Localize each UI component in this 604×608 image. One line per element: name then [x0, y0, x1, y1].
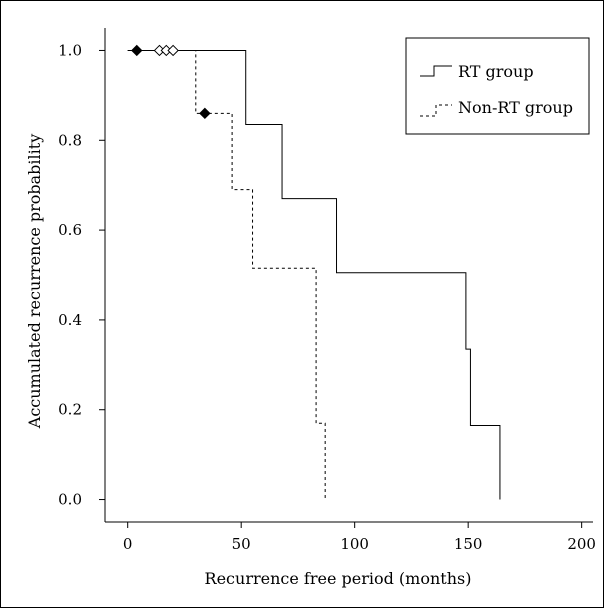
censor-marker-rt-group-0 [131, 44, 143, 57]
x-tick-label-0: 0 [123, 535, 133, 553]
y-tick-label-1: 1.0 [58, 41, 82, 59]
y-axis-title: Accumulated recurrence probability [25, 134, 44, 429]
legend-symbol-non-rt-group [420, 104, 452, 117]
legend-box [405, 37, 590, 135]
censor-marker-non-rt-group-2 [167, 44, 179, 57]
plot-area [127, 44, 501, 500]
x-tick-label-100: 100 [340, 535, 369, 553]
y-tick-label-0-6: 0.6 [58, 221, 82, 239]
legend-label-rt-group: RT group [458, 62, 534, 81]
x-tick-label-200: 200 [567, 535, 596, 553]
censor-marker-non-rt-group-3 [199, 107, 211, 120]
series-line-rt-group [127, 49, 501, 500]
x-tick-label-50: 50 [232, 535, 251, 553]
y-tick-label-0-4: 0.4 [58, 311, 82, 329]
ticks: 0 50 100 150 200 0.0 0.2 0.4 0.6 0.8 1.0 [58, 41, 596, 553]
x-tick-label-150: 150 [454, 535, 483, 553]
legend-label-non-rt-group: Non-RT group [458, 98, 573, 117]
y-tick-label-0: 0.0 [58, 491, 82, 509]
axes [104, 28, 593, 523]
y-tick-label-0-8: 0.8 [58, 131, 82, 149]
series-line-non-rt-group [127, 49, 326, 500]
y-tick-label-0-2: 0.2 [58, 401, 82, 419]
legend-symbol-rt-group [420, 65, 452, 77]
x-axis-title: Recurrence free period (months) [205, 569, 472, 588]
legend: RT group Non-RT group [405, 37, 590, 135]
